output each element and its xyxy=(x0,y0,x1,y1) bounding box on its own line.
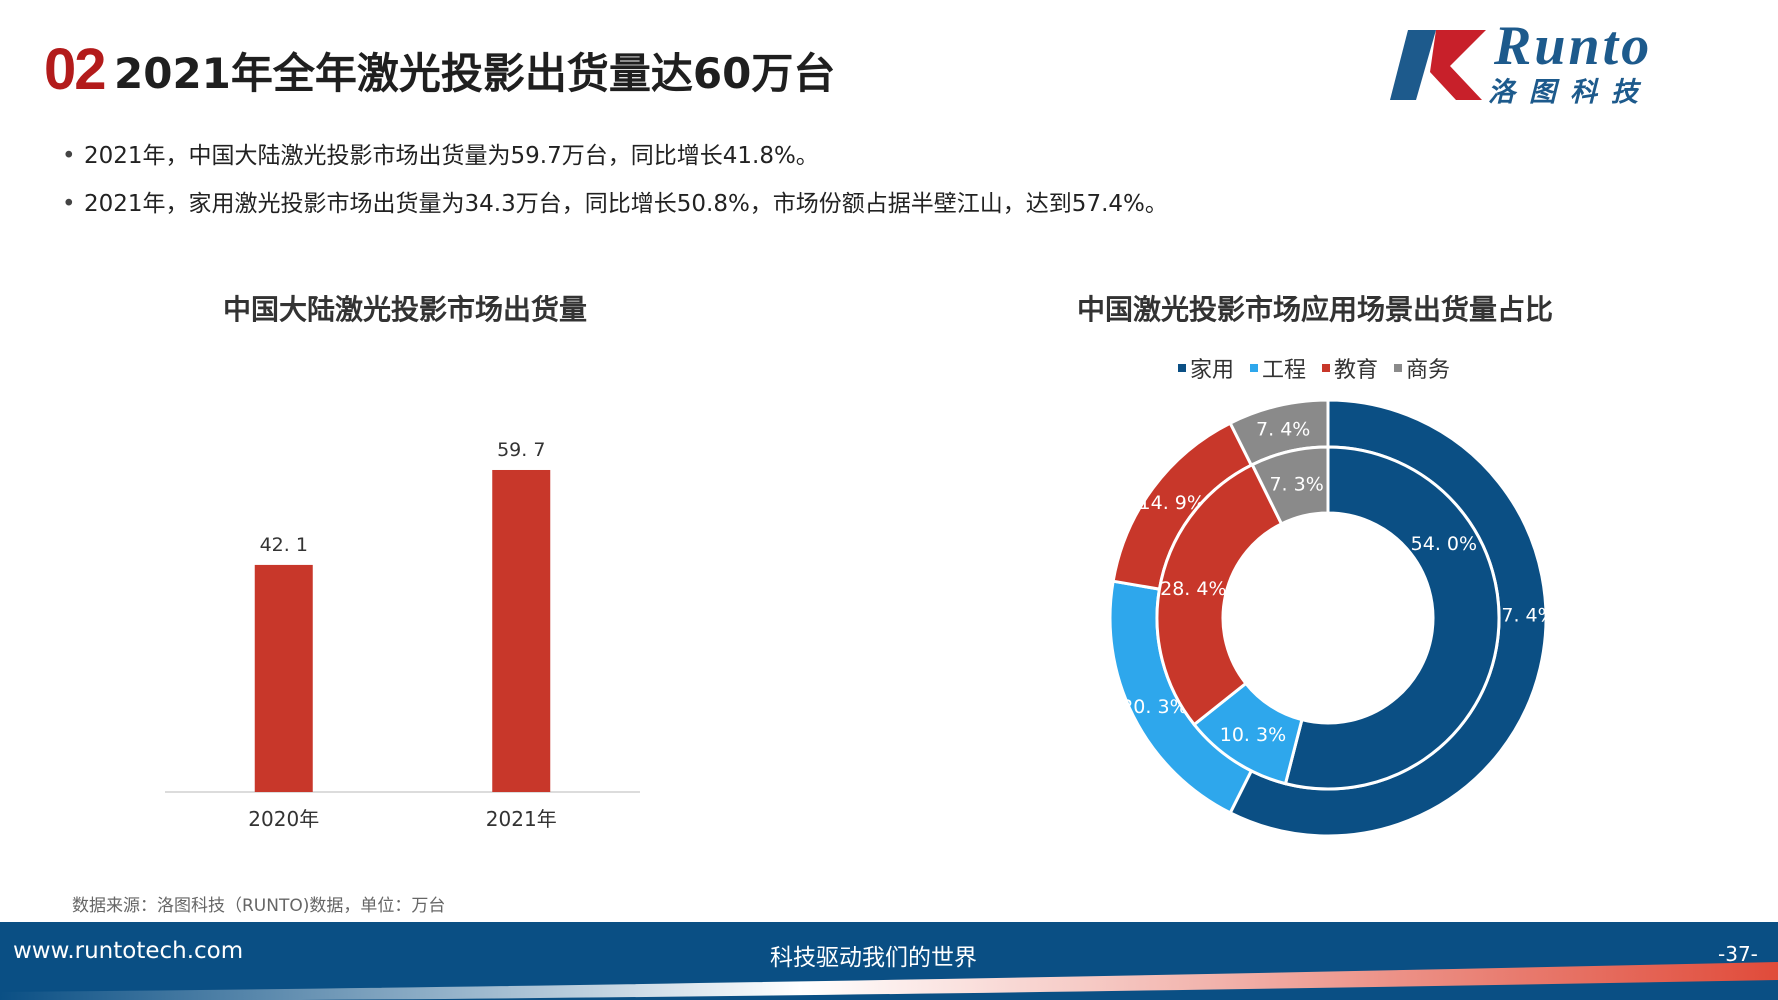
donut-value-label: 14. 9% xyxy=(1139,492,1205,514)
bar-value-label: 59. 7 xyxy=(497,439,545,461)
legend-label: 教育 xyxy=(1334,358,1379,383)
legend-swatch xyxy=(1250,364,1259,372)
bullet-dot: • xyxy=(62,191,76,217)
x-tick-label: 2021年 xyxy=(486,807,557,831)
donut-slice xyxy=(1283,445,1501,791)
bullet-text: 2021年，中国大陆激光投影市场出货量为59.7万台，同比增长41.8%。 xyxy=(84,143,819,169)
legend-label: 家用 xyxy=(1190,358,1235,383)
footer-slogan: 科技驱动我们的世界 xyxy=(770,945,977,971)
bar-value-label: 42. 1 xyxy=(260,534,308,556)
donut-slice xyxy=(1250,445,1330,526)
bullet-item: • 2021年，家用激光投影市场出货量为34.3万台，同比增长50.8%，市场份额… xyxy=(62,180,1662,228)
legend-label: 商务 xyxy=(1406,358,1451,383)
runto-logo-icon xyxy=(1390,30,1486,100)
legend-item: 家用 xyxy=(1178,352,1234,384)
legend-item: 商务 xyxy=(1394,352,1450,384)
legend-item: 教育 xyxy=(1322,352,1378,384)
footer-url[interactable]: www.runtotech.com xyxy=(13,938,244,964)
logo-chinese-name: 洛图科技 xyxy=(1488,77,1652,108)
donut-value-label: 28. 4% xyxy=(1160,578,1226,600)
donut-value-label: 10. 3% xyxy=(1220,724,1286,746)
legend-swatch xyxy=(1394,364,1403,372)
donut-value-label: 54. 0% xyxy=(1411,533,1477,555)
title-divider xyxy=(52,109,1738,112)
legend-item: 工程 xyxy=(1250,352,1306,384)
logo-wordmark: Runto xyxy=(1494,15,1653,77)
bullet-text: 2021年，家用激光投影市场出货量为34.3万台，同比增长50.8%，市场份额占… xyxy=(84,191,1168,217)
page-title: 2021年全年激光投影出货量达60万台 xyxy=(114,49,836,98)
bullet-item: • 2021年，中国大陆激光投影市场出货量为59.7万台，同比增长41.8%。 xyxy=(62,132,1662,180)
bar xyxy=(492,469,551,792)
legend-swatch xyxy=(1178,364,1186,372)
bullet-dot: • xyxy=(62,143,76,169)
donut-value-label: 7. 4% xyxy=(1256,419,1310,441)
donut-value-label: 57. 4% xyxy=(1489,605,1555,627)
bar-chart-title: 中国大陆激光投影市场出货量 xyxy=(222,293,587,326)
donut-legend: 家用 工程 教育 商务 xyxy=(1178,352,1450,384)
donut-value-label: 7. 3% xyxy=(1269,474,1323,496)
slide-header: 02 2021年全年激光投影出货量达60万台 xyxy=(0,0,1778,115)
charts-canvas: 42. 1 2020年 59. 7 2021年 57. 4% 20. 3% 14. 9% 7.… xyxy=(165,400,1555,836)
footer-band xyxy=(0,922,1778,1000)
page-number: -37- xyxy=(1718,942,1758,966)
donut-chart-title: 中国激光投影市场应用场景出货量占比 xyxy=(1076,293,1553,326)
x-tick-label: 2020年 xyxy=(248,807,319,831)
donut-slice xyxy=(1155,462,1284,727)
bullet-list: • 2021年，中国大陆激光投影市场出货量为59.7万台，同比增长41.8%。 •… xyxy=(62,132,1662,228)
legend-label: 工程 xyxy=(1262,358,1307,383)
legend-swatch xyxy=(1322,364,1331,372)
bar xyxy=(254,564,313,792)
source-note: 数据来源：洛图科技（RUNTO)数据，单位：万台 xyxy=(72,896,446,916)
section-number: 02 xyxy=(44,37,106,102)
donut-value-label: 20. 3% xyxy=(1121,696,1187,718)
